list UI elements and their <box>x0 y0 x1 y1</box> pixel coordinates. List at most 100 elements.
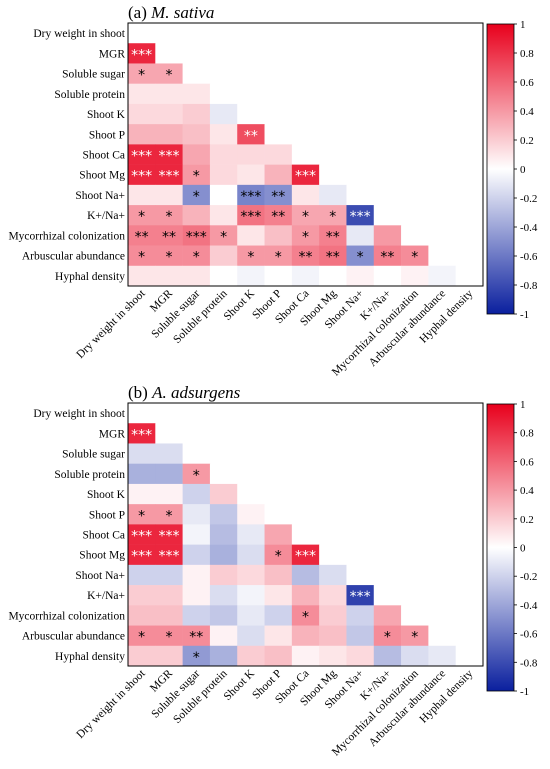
significance-mark: * <box>138 68 145 84</box>
heatmap-cell <box>182 83 211 105</box>
heatmap-cell <box>346 645 375 667</box>
row-label-mycorrhizal-colonization: Mycorrhizal colonization <box>8 610 125 622</box>
colorbar-tick-label: 0.4 <box>520 106 534 118</box>
heatmap-cell <box>128 124 156 145</box>
heatmap-cell <box>428 625 456 647</box>
row-label-mgr: MGR <box>99 48 126 60</box>
heatmap-cell <box>401 265 429 287</box>
significance-mark: * <box>193 250 200 266</box>
colorbar-tick-label: 0.2 <box>520 514 534 526</box>
heatmap-cell <box>264 544 293 566</box>
significance-mark: ** <box>326 250 340 266</box>
heatmap-cell <box>155 245 183 267</box>
significance-mark: *** <box>131 549 152 565</box>
heatmap-cell <box>128 23 156 44</box>
row-label-soluble-sugar: Soluble sugar <box>62 69 125 81</box>
significance-mark: * <box>138 508 145 524</box>
heatmap-cell <box>401 645 429 667</box>
heatmap-cell <box>319 564 347 586</box>
heatmap-cell <box>264 645 293 667</box>
heatmap-cell <box>182 245 211 267</box>
heatmap-cell <box>264 504 293 525</box>
heatmap-cell <box>182 205 211 226</box>
significance-mark: * <box>138 630 145 646</box>
heatmap-cell <box>428 645 456 667</box>
row-label-hyphal-density: Hyphal density <box>55 651 125 663</box>
heatmap-cell <box>209 83 238 105</box>
heatmap-cell <box>155 164 183 186</box>
heatmap-cell <box>209 265 238 287</box>
heatmap-frame <box>127 22 484 287</box>
heatmap-cell <box>155 645 183 667</box>
heatmap-cell <box>155 625 183 647</box>
heatmap-cell <box>291 184 320 206</box>
heatmap-cell <box>128 625 156 647</box>
significance-mark: * <box>357 250 364 266</box>
significance-mark: *** <box>240 189 261 205</box>
heatmap-cell <box>291 524 320 545</box>
heatmap-cell <box>155 585 183 606</box>
heatmap-cell <box>182 544 211 566</box>
heatmap-cell <box>155 83 183 105</box>
col-label-dry-weight-in-shoot: Dry weight in shoot <box>74 667 148 741</box>
heatmap-cell <box>155 605 183 626</box>
heatmap-cell <box>291 585 320 606</box>
colorbar-tick-label: 0.4 <box>520 485 534 497</box>
significance-mark: ** <box>162 229 176 245</box>
heatmap-cell <box>155 524 183 545</box>
colorbar-tick-label: 0 <box>520 164 526 176</box>
heatmap-cell <box>237 544 265 566</box>
heatmap-cell <box>209 124 238 145</box>
heatmap-cell <box>237 225 265 246</box>
heatmap-cell <box>182 605 211 626</box>
heatmap-cell <box>291 164 320 186</box>
heatmap-cell <box>237 605 265 626</box>
panel-title: (a) M. sativa <box>128 3 214 22</box>
heatmap-cell <box>182 184 211 206</box>
panel-a-heatmap: (a) M. sativa**** ****** ****** *** * **** ***… <box>8 3 537 379</box>
heatmap-cell <box>319 184 347 206</box>
heatmap-cell <box>319 164 347 186</box>
significance-mark: ** <box>299 250 313 266</box>
heatmap-cell <box>237 524 265 545</box>
row-label-shoot-mg: Shoot Mg <box>79 170 125 182</box>
panel-b-heatmap: (b) A. adsurgens***** **** ****** *** * *****… <box>8 383 537 759</box>
heatmap-cell <box>182 225 211 246</box>
heatmap-cell <box>319 544 347 566</box>
heatmap-cell <box>128 205 156 226</box>
heatmap-cell <box>346 184 375 206</box>
heatmap-cell <box>128 564 156 586</box>
heatmap-cell <box>155 43 183 64</box>
heatmap-cell <box>128 43 156 64</box>
significance-mark: *** <box>131 529 152 545</box>
significance-mark: * <box>138 250 145 266</box>
row-label-shoot-ca: Shoot Ca <box>83 150 126 162</box>
row-label-dry-weight-in-shoot: Dry weight in shoot <box>33 408 125 420</box>
significance-mark: * <box>165 250 172 266</box>
panel-title-prefix: (a) <box>128 3 151 22</box>
colorbar-tick-label: -0.6 <box>520 629 538 641</box>
heatmap-cell <box>155 124 183 145</box>
colorbar-tick-label: 1 <box>520 19 526 31</box>
row-label-mgr: MGR <box>99 428 126 440</box>
heatmap-cell <box>428 245 456 267</box>
significance-mark: *** <box>240 209 261 225</box>
heatmap-cell <box>319 205 347 226</box>
heatmap-cell <box>182 585 211 606</box>
heatmap-cell <box>128 225 156 246</box>
heatmap-cell <box>455 645 484 667</box>
heatmap-cell <box>291 225 320 246</box>
heatmap-cell <box>237 645 265 667</box>
heatmap-cell <box>401 625 429 647</box>
heatmap-cell <box>264 205 293 226</box>
row-label-shoot-p: Shoot P <box>89 509 125 521</box>
heatmap-cell <box>128 265 156 287</box>
panel-title-species: A. adsurgens <box>151 383 241 402</box>
row-label-shoot-p: Shoot P <box>89 129 125 141</box>
significance-mark: * <box>193 468 200 484</box>
heatmap-cell <box>319 605 347 626</box>
heatmap-cell <box>264 164 293 186</box>
heatmap-cell <box>264 184 293 206</box>
colorbar-tick-label: 0.6 <box>520 77 534 89</box>
significance-mark: * <box>384 630 391 646</box>
